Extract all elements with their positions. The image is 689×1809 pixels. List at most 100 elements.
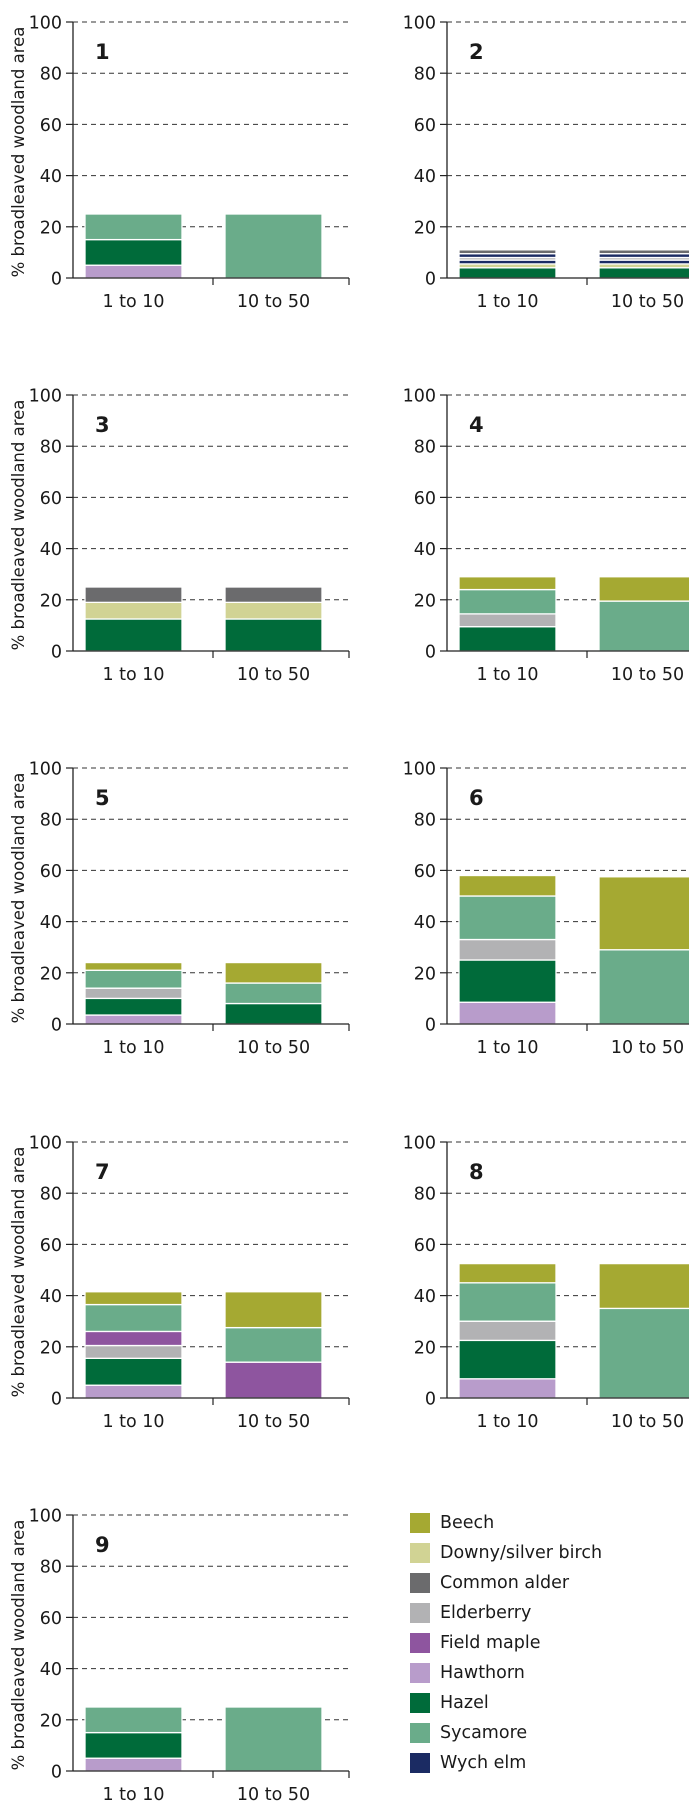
bar-segment-beech — [85, 1292, 182, 1305]
bar-segment-sycamore — [85, 1305, 182, 1332]
legend-item: Wych elm — [410, 1748, 602, 1778]
legend-swatch — [410, 1723, 430, 1743]
legend-label: Common alder — [440, 1573, 569, 1593]
bar-segment-downy-silver-birch — [85, 602, 182, 619]
legend-swatch — [410, 1543, 430, 1563]
x-tick-label: 10 to 50 — [611, 292, 684, 312]
legend-label: Wych elm — [440, 1753, 526, 1773]
bar-segment-hazel — [85, 1358, 182, 1385]
bar-segment-hazel — [85, 240, 182, 266]
bar-segment-common-alder — [599, 250, 689, 254]
legend-label: Downy/silver birch — [440, 1543, 602, 1563]
y-tick-label: 40 — [414, 167, 436, 187]
y-tick-label: 60 — [414, 116, 436, 136]
bar-segment-hazel — [459, 1340, 556, 1378]
y-tick-label: 40 — [40, 540, 62, 560]
bar-segment-beech — [225, 963, 322, 983]
legend-swatch — [410, 1753, 430, 1773]
bar-segment-sycamore — [225, 214, 322, 278]
bar-segment-hazel — [599, 268, 689, 278]
legend-item: Hawthorn — [410, 1658, 602, 1688]
bar-segment-hazel — [225, 619, 322, 651]
y-tick-label: 80 — [40, 438, 62, 458]
x-tick-label: 1 to 10 — [102, 665, 164, 685]
x-tick-label: 1 to 10 — [102, 1038, 164, 1058]
y-axis-label: % broadleaved woodland area — [9, 773, 28, 1024]
chart-panel-7: 0204060801001 to 10 10 to 507% broadleave… — [9, 1134, 349, 1433]
legend-swatch — [410, 1663, 430, 1683]
y-tick-label: 40 — [414, 540, 436, 560]
y-tick-label: 20 — [40, 1338, 62, 1358]
panel-number: 4 — [469, 413, 484, 437]
x-tick-label: 1 to 10 — [102, 292, 164, 312]
y-tick-label: 0 — [425, 643, 436, 663]
y-axis-label: % broadleaved woodland area — [9, 400, 28, 651]
x-tick-label: 10 to 50 — [611, 1412, 684, 1432]
legend-swatch — [410, 1513, 430, 1533]
bar-segment-hazel — [85, 619, 182, 651]
legend-item: Sycamore — [410, 1718, 602, 1748]
y-tick-label: 100 — [29, 387, 62, 407]
y-tick-label: 60 — [414, 862, 436, 882]
bar-segment-sycamore — [599, 601, 689, 651]
y-tick-label: 80 — [40, 1185, 62, 1205]
y-tick-label: 0 — [51, 270, 62, 290]
y-tick-label: 80 — [414, 811, 436, 831]
bar-segment-elderberry — [459, 1321, 556, 1340]
chart-panel-9: 0 20 40 60 80 100 1 to 10 10 to 50 9 % broadleave… — [9, 1507, 349, 1806]
panel-number: 7 — [95, 1160, 110, 1184]
legend-item: Downy/silver birch — [410, 1538, 602, 1568]
bar-segment-hawthorn — [85, 1015, 182, 1024]
y-tick-label: 80 — [40, 811, 62, 831]
bar-segment-sycamore — [459, 1283, 556, 1321]
y-axis-label: % broadleaved woodland area — [9, 1520, 28, 1771]
chart-panel-8: 0 20 40 60 80 100 1 to 10 10 to 50 8 — [403, 1134, 689, 1433]
x-tick-label: 10 to 50 — [237, 665, 310, 685]
y-tick-label: 20 — [414, 591, 436, 611]
y-tick-label: 60 — [40, 1236, 62, 1256]
x-tick-label: 1 to 10 — [102, 1785, 164, 1805]
y-tick-label: 100 — [403, 387, 436, 407]
bar-segment-beech — [85, 963, 182, 971]
y-tick-label: 80 — [40, 1558, 62, 1578]
bar-segment-hazel — [85, 1733, 182, 1759]
bar-segment-hazel — [459, 268, 556, 278]
y-tick-label: 20 — [40, 218, 62, 238]
bar-segment-beech — [459, 1264, 556, 1283]
chart-panel-3: 0 20 40 60 80 100 1 to 10 10 to 50 3 % broadleave… — [9, 387, 349, 686]
panel-number: 1 — [95, 40, 110, 64]
y-tick-label: 60 — [40, 862, 62, 882]
bar-segment-beech — [599, 577, 689, 601]
bar-segment-hawthorn — [85, 1758, 182, 1771]
y-tick-label: 20 — [40, 1711, 62, 1731]
bar-segment-beech — [459, 577, 556, 590]
bar-segment-common-alder — [225, 587, 322, 602]
bar-segment-hazel — [225, 1004, 322, 1024]
y-tick-label: 60 — [40, 489, 62, 509]
legend-swatch — [410, 1633, 430, 1653]
bar-segment-sycamore — [225, 983, 322, 1003]
y-tick-label: 0 — [425, 1016, 436, 1036]
x-tick-label: 10 to 50 — [237, 292, 310, 312]
y-tick-label: 40 — [414, 1287, 436, 1307]
bar-segment-hawthorn — [85, 265, 182, 278]
bar-segment-sycamore — [85, 1707, 182, 1733]
bar-segment-elderberry — [459, 614, 556, 627]
y-tick-label: 80 — [414, 438, 436, 458]
bar-segment-beech — [599, 877, 689, 950]
y-tick-label: 60 — [414, 489, 436, 509]
y-tick-label: 40 — [40, 913, 62, 933]
y-tick-label: 20 — [414, 1338, 436, 1358]
bar-segment-sycamore — [225, 1328, 322, 1363]
bar-segment-elderberry — [85, 988, 182, 998]
x-tick-label: 10 to 50 — [611, 665, 684, 685]
y-tick-label: 80 — [40, 65, 62, 85]
y-tick-label: 80 — [414, 65, 436, 85]
chart-panel-6: 0 20 40 60 80 100 1 to 10 10 to 50 6 — [403, 760, 689, 1059]
y-tick-label: 0 — [51, 643, 62, 663]
bar-segment-elderberry — [85, 1346, 182, 1359]
bar-segment-sycamore — [85, 214, 182, 240]
x-tick-label: 1 to 10 — [102, 1412, 164, 1432]
legend-label: Field maple — [440, 1633, 540, 1653]
x-tick-label: 1 to 10 — [476, 665, 538, 685]
